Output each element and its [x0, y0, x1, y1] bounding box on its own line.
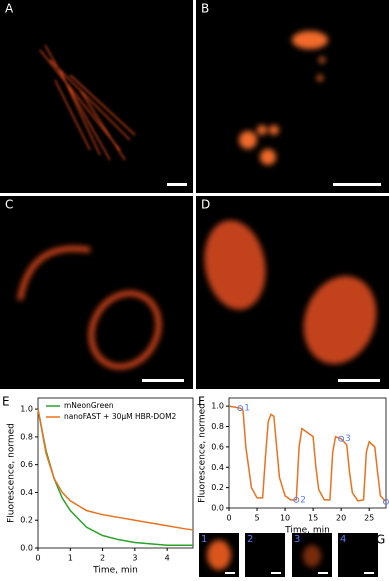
plot-area [37, 397, 194, 549]
y-tick-label: 0.6 [20, 460, 33, 469]
inset-label: 3 [294, 534, 300, 545]
y-axis-label: Fluorescence, normed [198, 403, 208, 503]
y-tick-label: 0.2 [20, 516, 33, 525]
inset-label: 4 [340, 534, 346, 545]
x-tick-label: 15 [308, 514, 318, 523]
y-axis-label: Fluorescence, normed [7, 423, 17, 523]
legend-label: nanoFAST + 30µM HBR-DOM2 [64, 412, 177, 421]
inset [338, 533, 378, 577]
panel-label: B [201, 2, 209, 16]
x-tick-label: 10 [280, 514, 290, 523]
y-tick-label: 0.8 [211, 422, 224, 431]
x-tick-label: 1 [68, 554, 73, 563]
annotation-marker [338, 435, 345, 442]
inset-label: 2 [247, 534, 253, 545]
inset-label: 1 [201, 534, 207, 545]
x-axis-label: Time, min [284, 526, 330, 536]
x-axis-label: Time, min [92, 566, 138, 576]
micrograph [0, 196, 193, 389]
panel-label: G [376, 533, 385, 547]
x-tick-label: 2 [100, 554, 105, 563]
panel-label: C [5, 198, 13, 212]
series-line [37, 408, 194, 531]
nuclei [204, 220, 377, 364]
y-tick-label: 0.2 [211, 483, 224, 492]
panel-label: F [198, 395, 205, 409]
annotation-label: 1 [244, 404, 250, 414]
panel-label: D [201, 198, 210, 212]
y-tick-label: 0.6 [211, 442, 224, 451]
series-line [228, 405, 387, 503]
x-tick-label: 0 [35, 554, 40, 563]
series-line [37, 408, 193, 546]
micrograph [0, 0, 193, 193]
scale-bar [333, 183, 381, 186]
y-tick-label: 0.0 [20, 544, 33, 553]
plot-area [228, 397, 387, 509]
annotation-marker [237, 405, 244, 412]
x-tick-label: 3 [132, 554, 137, 563]
legend-label: mNeonGreen [64, 401, 114, 410]
scale-bar [167, 183, 187, 186]
cell-fibers [39, 44, 136, 161]
scale-bar [142, 379, 184, 382]
x-tick-label: 20 [336, 514, 346, 523]
y-tick-label: 1.0 [20, 405, 33, 414]
x-tick-label: 25 [364, 514, 374, 523]
y-tick-label: 0.8 [20, 432, 33, 441]
y-tick-label: 0.4 [211, 463, 224, 472]
cell-blobs [239, 31, 328, 165]
panel-g: 1 2 3 4 G [199, 533, 385, 577]
cell-ring [17, 246, 162, 370]
inset [245, 533, 285, 577]
x-tick-label: 4 [165, 554, 170, 563]
panel-label: E [2, 395, 10, 409]
panel-label: A [5, 2, 14, 16]
panel-labels: A B C D [5, 2, 210, 212]
inset-cell [303, 545, 321, 567]
inset-cell [207, 540, 231, 570]
annotation-label: 3 [345, 434, 351, 444]
x-tick-label: 0 [226, 514, 231, 523]
x-tick-label: 5 [254, 514, 259, 523]
micrograph [196, 0, 389, 193]
annotation-label: 2 [300, 495, 306, 505]
y-tick-label: 1.0 [211, 402, 224, 411]
annotation-marker [293, 496, 300, 503]
y-tick-label: 0.4 [20, 488, 33, 497]
scale-bar [338, 379, 380, 382]
y-tick-label: 0.0 [211, 504, 224, 513]
